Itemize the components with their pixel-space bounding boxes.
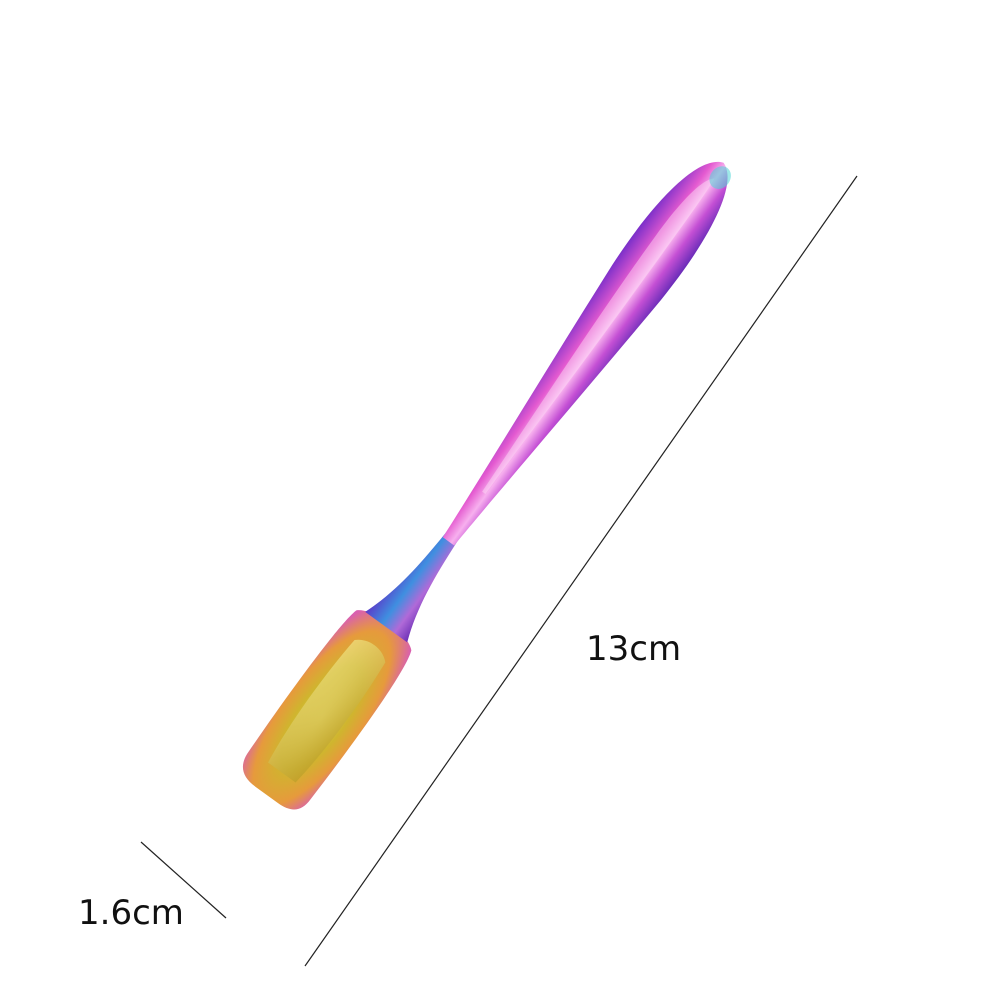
spoon-bowl-inner xyxy=(268,639,386,783)
length-dimension-label: 13cm xyxy=(586,629,682,669)
length-dimension-line xyxy=(304,175,858,967)
spoon-handle-highlight xyxy=(482,178,715,494)
spoon-tip-sheen xyxy=(709,166,731,189)
width-dimension-line xyxy=(140,841,227,919)
spoon-handle xyxy=(442,161,728,546)
width-dimension-label: 1.6cm xyxy=(78,893,184,933)
spoon xyxy=(242,161,731,810)
spoon-neck xyxy=(365,529,461,643)
